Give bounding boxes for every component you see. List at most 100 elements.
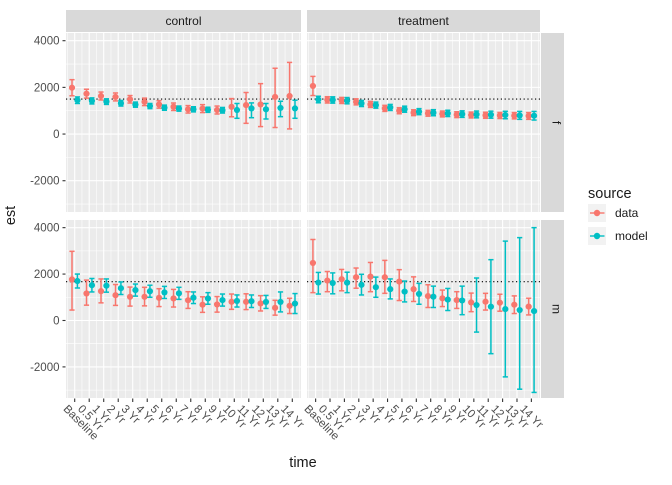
- point: [291, 105, 299, 112]
- point: [387, 104, 394, 111]
- point: [271, 304, 279, 311]
- x-axis-title: time: [289, 455, 316, 471]
- panel-control-f: [66, 33, 301, 212]
- point: [242, 298, 250, 305]
- point: [343, 279, 351, 286]
- panel-control-m: [66, 220, 301, 398]
- series-model: [74, 96, 299, 120]
- facet-strips: control treatment f m: [66, 10, 564, 398]
- point: [175, 105, 183, 112]
- series-data: [309, 238, 532, 316]
- point: [213, 301, 221, 308]
- y-tick-label: 0: [53, 129, 59, 141]
- point: [83, 90, 90, 97]
- point: [74, 277, 81, 285]
- point: [511, 301, 518, 308]
- point: [74, 97, 81, 104]
- strip-top-control: [66, 10, 301, 32]
- point: [410, 286, 417, 293]
- point: [530, 307, 538, 315]
- point: [161, 104, 168, 111]
- point: [525, 303, 532, 310]
- point: [233, 297, 241, 305]
- point: [132, 101, 139, 108]
- point: [286, 302, 293, 309]
- point: [271, 93, 279, 101]
- point: [228, 298, 235, 305]
- point: [190, 106, 197, 113]
- y-tick-label: 4000: [34, 36, 60, 48]
- y-axis-title: est: [3, 206, 19, 225]
- legend: source data model: [588, 186, 648, 245]
- legend-title: source: [588, 186, 632, 202]
- point: [262, 106, 270, 113]
- point: [387, 286, 394, 293]
- point: [430, 109, 437, 116]
- point: [453, 296, 460, 304]
- point: [329, 96, 336, 104]
- point: [204, 106, 212, 113]
- point: [487, 111, 495, 118]
- point: [233, 106, 241, 114]
- point: [358, 100, 365, 107]
- point: [381, 105, 388, 112]
- point: [132, 286, 139, 294]
- point: [155, 294, 163, 301]
- point: [199, 105, 206, 112]
- strip-top-treatment: [307, 10, 540, 32]
- point: [184, 297, 192, 304]
- y-tick-label: -2000: [30, 176, 59, 188]
- strip-label-m: m: [550, 304, 564, 314]
- point: [184, 106, 192, 113]
- point: [444, 110, 451, 117]
- point: [396, 278, 403, 285]
- panels-group: [66, 33, 540, 398]
- point: [502, 111, 509, 119]
- point: [396, 107, 403, 114]
- point: [68, 276, 76, 283]
- series-data: [68, 61, 293, 130]
- point: [415, 108, 423, 115]
- point: [468, 299, 475, 306]
- panel-treatment-f: [307, 33, 540, 212]
- point: [219, 107, 226, 114]
- strip-label-f: f: [550, 121, 564, 125]
- point: [372, 284, 379, 291]
- point: [482, 298, 489, 305]
- point: [286, 92, 293, 100]
- point: [97, 288, 105, 295]
- point: [459, 297, 466, 304]
- point: [324, 277, 331, 284]
- point: [487, 303, 495, 310]
- point: [112, 292, 119, 299]
- point: [175, 290, 183, 297]
- y-tick-label: 0: [53, 315, 59, 327]
- point: [277, 298, 284, 306]
- point: [401, 288, 408, 295]
- series-model: [315, 226, 538, 394]
- point: [126, 96, 134, 103]
- point: [309, 82, 317, 90]
- point: [424, 293, 432, 300]
- point: [213, 106, 221, 114]
- point: [262, 298, 270, 306]
- point: [439, 110, 446, 118]
- point: [415, 290, 423, 298]
- series-data: [309, 75, 532, 121]
- point: [367, 101, 374, 108]
- series-data: [68, 250, 293, 316]
- point: [190, 294, 197, 301]
- point: [103, 282, 110, 289]
- strip-right-f: [541, 33, 564, 212]
- y-tick-label: 4000: [34, 223, 60, 235]
- point: [439, 295, 446, 302]
- point: [358, 281, 365, 288]
- point: [329, 279, 336, 287]
- point: [473, 301, 480, 309]
- point: [88, 97, 96, 105]
- point: [68, 84, 76, 91]
- point: [468, 111, 475, 119]
- point: [352, 274, 360, 281]
